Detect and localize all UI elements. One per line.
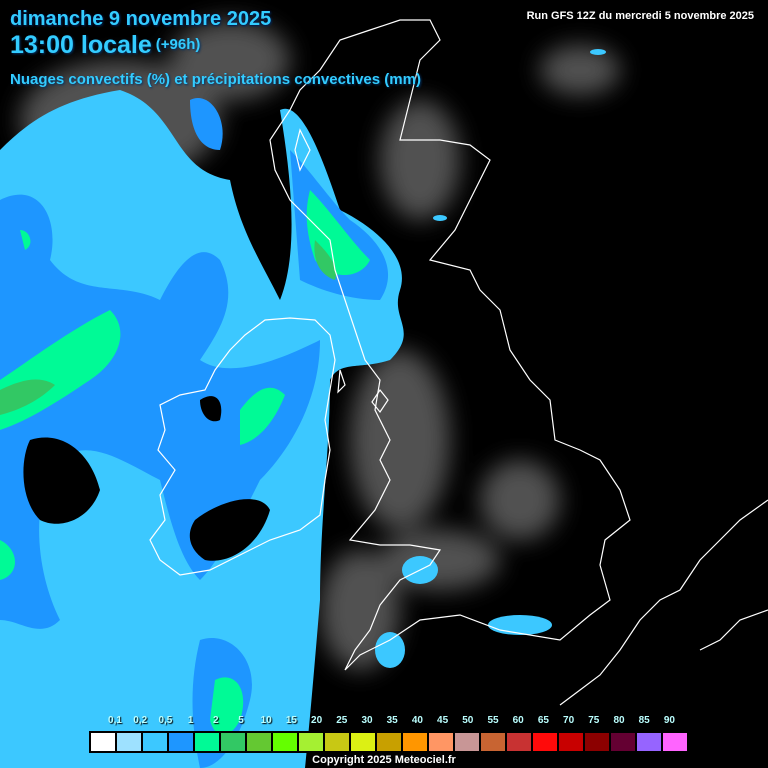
legend-label: 20: [311, 715, 322, 726]
legend-label: 75: [588, 715, 599, 726]
cloud-spot-cornwall: [375, 632, 405, 668]
legend-label: 2: [213, 715, 219, 726]
legend-label: 90: [664, 715, 675, 726]
legend-label: 25: [336, 715, 347, 726]
legend-swatch: [324, 732, 350, 752]
legend-label: 85: [639, 715, 650, 726]
legend-label: 70: [563, 715, 574, 726]
forecast-date: dimanche 9 novembre 2025: [10, 8, 271, 31]
legend-label: 1: [188, 715, 194, 726]
legend-labels: 0,10,20,51251015202530354045505560657075…: [89, 715, 689, 729]
legend-label: 15: [286, 715, 297, 726]
legend-swatch: [610, 732, 636, 752]
legend-swatch: [662, 732, 688, 752]
legend-label: 60: [513, 715, 524, 726]
cloud-spot-north: [590, 49, 606, 55]
legend-label: 10: [261, 715, 272, 726]
forecast-lead-time: (+96h): [156, 36, 201, 53]
color-legend: [89, 731, 689, 753]
legend-swatch: [454, 732, 480, 752]
legend-swatch: [220, 732, 246, 752]
legend-label: 0,5: [158, 715, 172, 726]
legend-swatch: [350, 732, 376, 752]
legend-swatch: [376, 732, 402, 752]
forecast-time: 13:00 locale(+96h): [10, 31, 200, 60]
legend-label: 80: [613, 715, 624, 726]
legend-swatch: [298, 732, 324, 752]
legend-swatch: [194, 732, 220, 752]
legend-swatch: [506, 732, 532, 752]
legend-swatch: [636, 732, 662, 752]
cloud-spot-scotland: [433, 215, 447, 221]
legend-swatch: [428, 732, 454, 752]
convective-cloud-field: [0, 49, 606, 768]
continent-coast: [560, 500, 768, 705]
legend-swatch: [480, 732, 506, 752]
legend-label: 0,1: [108, 715, 122, 726]
legend-label: 65: [538, 715, 549, 726]
legend-swatch: [532, 732, 558, 752]
legend-swatch: [558, 732, 584, 752]
legend-label: 40: [412, 715, 423, 726]
legend-swatch: [168, 732, 194, 752]
legend-label: 30: [361, 715, 372, 726]
copyright: Copyright 2025 Meteociel.fr: [0, 754, 768, 766]
legend-swatch: [116, 732, 142, 752]
legend-swatch: [402, 732, 428, 752]
legend-label: 5: [238, 715, 244, 726]
legend-label: 55: [487, 715, 498, 726]
legend-swatch: [272, 732, 298, 752]
legend-label: 50: [462, 715, 473, 726]
legend-label: 0,2: [133, 715, 147, 726]
legend-swatch: [90, 732, 116, 752]
legend-label: 45: [437, 715, 448, 726]
legend-swatch: [142, 732, 168, 752]
legend-swatch: [246, 732, 272, 752]
model-run-info: Run GFS 12Z du mercredi 5 novembre 2025: [527, 10, 754, 22]
legend-label: 35: [387, 715, 398, 726]
legend-swatch: [584, 732, 610, 752]
parameter-title: Nuages convectifs (%) et précipitations …: [10, 71, 421, 88]
cloud-spot-channel: [488, 615, 552, 635]
forecast-local-time: 13:00 locale: [10, 31, 152, 59]
